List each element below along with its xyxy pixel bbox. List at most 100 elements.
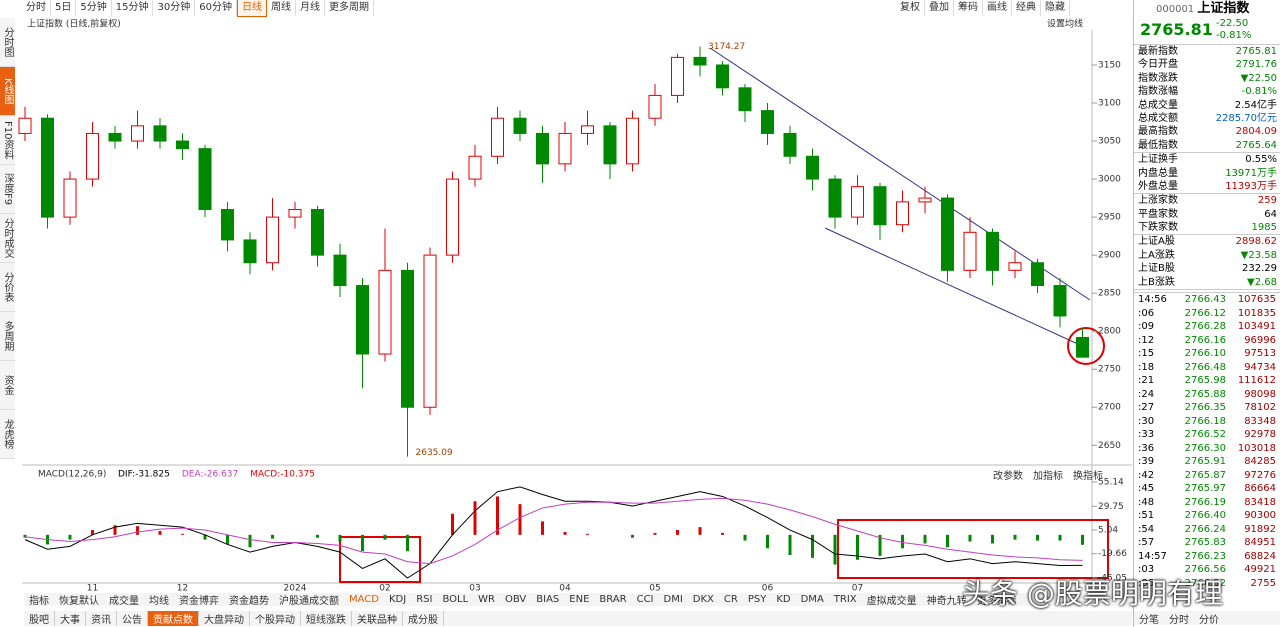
- indicator-tab[interactable]: 成交量: [109, 596, 139, 607]
- period-tab[interactable]: 更多周期: [325, 0, 374, 16]
- toolbar-button[interactable]: 叠加: [925, 0, 954, 16]
- toolbar-button[interactable]: 筹码: [954, 0, 983, 16]
- macd-button[interactable]: 换指标: [1073, 470, 1103, 482]
- panel-tab[interactable]: 分笔: [1139, 614, 1159, 626]
- indicator-tab[interactable]: RSI: [416, 594, 433, 605]
- bottom-tab[interactable]: 个股异动: [250, 611, 301, 626]
- tick-price: 2766.28: [1184, 321, 1226, 333]
- tick-price: 2766.56: [1184, 564, 1226, 576]
- y-tick-label: 2700: [1098, 403, 1121, 413]
- panel-tab[interactable]: 分价: [1199, 614, 1219, 626]
- bottom-tab[interactable]: 股吧: [24, 611, 55, 626]
- indicator-tab[interactable]: DKX: [692, 594, 714, 605]
- tick-row: :21 2765.98 111612: [1134, 374, 1280, 388]
- candle-body: [603, 125, 617, 165]
- bottom-tab[interactable]: 公告: [117, 611, 148, 626]
- toolbar-button[interactable]: 画线: [983, 0, 1012, 16]
- period-tab[interactable]: 分时: [22, 0, 51, 16]
- period-tab[interactable]: 日线: [236, 0, 267, 17]
- indicator-tab[interactable]: 资金博弈: [179, 596, 219, 607]
- indicator-tab[interactable]: CCI: [636, 594, 654, 605]
- indicator-tab[interactable]: DMA: [800, 594, 824, 605]
- tick-row: :06 2766.12 101835: [1134, 307, 1280, 321]
- macd-line: [24, 486, 1083, 579]
- side-tab[interactable]: 分时成交: [0, 214, 15, 263]
- bottom-tab[interactable]: 大盘异动: [199, 611, 250, 626]
- toolbar-button[interactable]: 经典: [1012, 0, 1041, 16]
- side-tab[interactable]: F10资料: [0, 116, 15, 165]
- stat-value: 2.54亿手: [1234, 99, 1277, 111]
- candle-body: [536, 132, 549, 165]
- macd-button[interactable]: 加指标: [1033, 470, 1063, 482]
- indicator-tab[interactable]: OBV: [505, 594, 527, 605]
- side-tab[interactable]: 资金: [0, 361, 15, 410]
- tick-price: 2766.40: [1184, 510, 1226, 522]
- tick-volume: 83348: [1244, 415, 1276, 427]
- side-tab[interactable]: K线图: [0, 67, 15, 116]
- side-tab[interactable]: 深度F9: [0, 165, 15, 214]
- stat-row: 内盘总量 13971万手: [1134, 167, 1280, 180]
- bottom-tab[interactable]: 贡献点数: [148, 611, 199, 626]
- indicator-tab[interactable]: 神奇九转: [926, 596, 967, 607]
- indicator-tab[interactable]: 更多指标: [976, 596, 1017, 607]
- stat-value: 2285.70亿元: [1215, 112, 1277, 124]
- toolbar-button[interactable]: 隐藏: [1041, 0, 1070, 16]
- toolbar-right: 复权 叠加 筹码 画线 经典 隐藏: [896, 0, 1070, 16]
- period-tab[interactable]: 月线: [296, 0, 325, 16]
- macd-button[interactable]: 改参数: [993, 470, 1023, 482]
- tick-row: :09 2766.28 103491: [1134, 320, 1280, 334]
- side-tab[interactable]: 龙虎榜: [0, 410, 15, 459]
- price-box: 2765.81 -22.50 -0.81%: [1134, 18, 1280, 45]
- period-tab[interactable]: 30分钟: [153, 0, 196, 16]
- period-tab[interactable]: 15分钟: [112, 0, 154, 16]
- indicator-tab[interactable]: KDJ: [388, 594, 407, 605]
- candle-body: [288, 208, 302, 218]
- indicator-tab[interactable]: 沪股通成交额: [279, 596, 339, 607]
- settings-label[interactable]: 设置均线: [1047, 18, 1083, 30]
- bottom-tab[interactable]: 大事: [55, 611, 86, 626]
- bottom-tab[interactable]: 短线涨跌: [301, 611, 352, 626]
- side-tab[interactable]: 分时图: [0, 18, 15, 67]
- indicator-tab[interactable]: 恢复默认: [59, 596, 99, 607]
- side-tab[interactable]: 多周期: [0, 312, 15, 361]
- stat-row: 指数涨跌 ▼22.50: [1134, 72, 1280, 85]
- indicator-tab[interactable]: DMI: [663, 594, 683, 605]
- bottom-tab[interactable]: 资讯: [86, 611, 117, 626]
- toolbar-button[interactable]: 复权: [896, 0, 925, 16]
- tick-time: :57: [1138, 537, 1155, 549]
- period-tab[interactable]: 5日: [51, 0, 77, 16]
- period-tab[interactable]: 60分钟: [195, 0, 237, 16]
- indicator-tab[interactable]: BIAS: [536, 594, 560, 605]
- side-tab[interactable]: 分价表: [0, 263, 15, 312]
- legend-entry: DEA:-26.637: [182, 470, 238, 480]
- indicator-tab[interactable]: CR: [723, 594, 738, 605]
- candle-body: [828, 178, 842, 218]
- indicator-tab[interactable]: BRAR: [599, 594, 627, 605]
- tick-time: :06: [1138, 307, 1155, 319]
- indicator-tab[interactable]: MACD: [349, 594, 379, 605]
- tick-volume: 84951: [1244, 537, 1276, 549]
- tick-list: 14:56 2766.43 107635:06 2766.12 101835:09 276…: [1134, 292, 1280, 590]
- indicator-tab[interactable]: 指标: [29, 596, 49, 607]
- period-tab[interactable]: 周线: [267, 0, 296, 16]
- indicator-tab[interactable]: BOLL: [442, 594, 469, 605]
- bottom-tab[interactable]: 关联品种: [352, 611, 403, 626]
- tick-row: :15 2766.10 97513: [1134, 347, 1280, 361]
- sidebar: 分时图 K线图 F10资料 深度F9 分时成交 分价表 多周期 资金 龙虎榜: [0, 18, 22, 459]
- stat-value: 11393万手: [1225, 180, 1277, 192]
- indicator-tab[interactable]: TRIX: [833, 594, 857, 605]
- tick-row: :57 2765.83 84951: [1134, 536, 1280, 550]
- period-tab[interactable]: 5分钟: [76, 0, 112, 16]
- bottom-tab[interactable]: 成分股: [403, 611, 444, 626]
- indicator-tab[interactable]: ENE: [569, 594, 590, 605]
- indicator-tab[interactable]: 均线: [149, 596, 169, 607]
- indicator-tab[interactable]: KD: [776, 594, 791, 605]
- indicator-tab[interactable]: 虚拟成交量: [866, 596, 917, 607]
- indicator-tab[interactable]: WR: [478, 594, 495, 605]
- candle-body: [806, 155, 819, 180]
- panel-tab[interactable]: 分时: [1169, 614, 1189, 626]
- candle-body: [86, 132, 99, 180]
- indicator-tab[interactable]: 资金趋势: [229, 596, 269, 607]
- x-tick-label: 07: [852, 584, 863, 594]
- indicator-tab[interactable]: PSY: [747, 594, 767, 605]
